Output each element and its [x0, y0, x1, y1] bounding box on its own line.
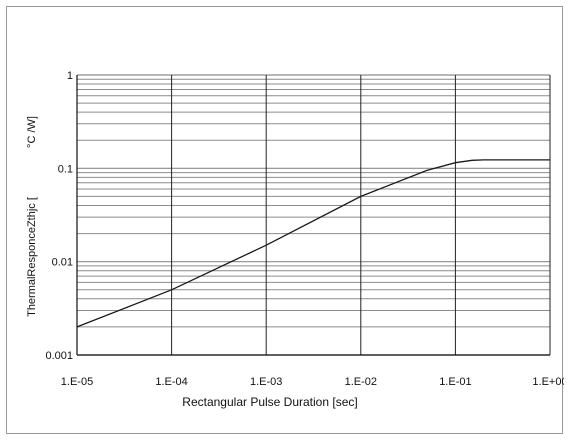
- y-tick-labels: 0.001 0.01 0.1 1: [45, 70, 73, 362]
- x-tick-label: 1.E-03: [250, 376, 282, 388]
- axis-layer: [76, 75, 550, 356]
- y-tick-label: 1: [67, 70, 73, 82]
- x-tick-label: 1.E-05: [61, 376, 93, 388]
- x-tick-label: 1.E-02: [345, 376, 377, 388]
- chart-frame: 1.E-05 1.E-04 1.E-03 1.E-02 1.E-01 1.E+00 0.0…: [6, 6, 568, 434]
- thermal-response-chart: 1.E-05 1.E-04 1.E-03 1.E-02 1.E-01 1.E+00 0.0…: [26, 70, 568, 409]
- y-tick-label: 0.001: [45, 350, 73, 362]
- y-axis-unit-label: °C /W]: [26, 116, 38, 148]
- x-tick-label: 1.E-04: [155, 376, 187, 388]
- series-line: [76, 159, 550, 328]
- x-axis-label: Rectangular Pulse Duration [sec]: [182, 395, 357, 409]
- y-tick-label: 0.1: [58, 163, 73, 175]
- y-tick-label: 0.01: [52, 257, 73, 269]
- y-axis-label: ThermalResponceZthjc [: [26, 197, 38, 317]
- series-layer: [76, 159, 550, 328]
- grid-layer: [76, 74, 551, 356]
- x-tick-labels: 1.E-05 1.E-04 1.E-03 1.E-02 1.E-01 1.E+00: [61, 376, 568, 388]
- x-tick-label: 1.E-01: [439, 376, 471, 388]
- x-tick-label: 1.E+00: [532, 376, 564, 388]
